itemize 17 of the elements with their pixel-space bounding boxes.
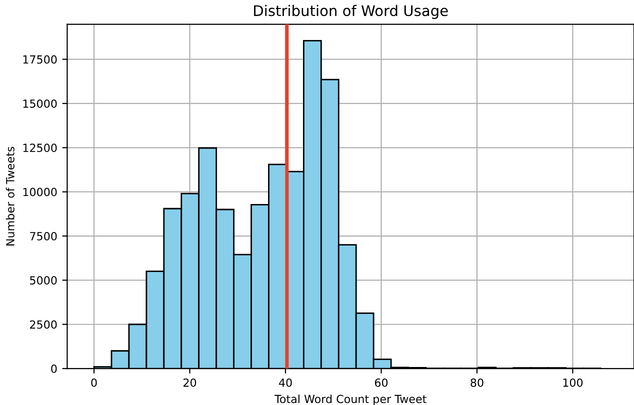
x-tick-label: 0: [91, 378, 97, 387]
y-tick-label: 15000: [23, 99, 57, 108]
y-tick-label: 5000: [30, 276, 57, 285]
x-tick-label: 60: [374, 378, 388, 387]
x-tick-label: 40: [278, 378, 292, 387]
y-tick-label: 12500: [23, 144, 57, 152]
chart-title: Distribution of Word Usage: [254, 4, 448, 19]
y-tick-label: 2500: [30, 320, 57, 329]
y-axis-title: Number of Tweets: [6, 146, 14, 246]
y-tick-label: 17500: [23, 55, 57, 64]
x-tick-label: 100: [563, 378, 583, 387]
x-axis-title: Total Word Count per Tweet: [274, 394, 426, 405]
y-tick-label: 0: [51, 364, 57, 373]
x-tick-label: 80: [470, 378, 484, 387]
y-tick-label: 7500: [30, 232, 57, 240]
y-tick-label: 10000: [23, 188, 57, 196]
x-tick-label: 20: [184, 378, 196, 387]
